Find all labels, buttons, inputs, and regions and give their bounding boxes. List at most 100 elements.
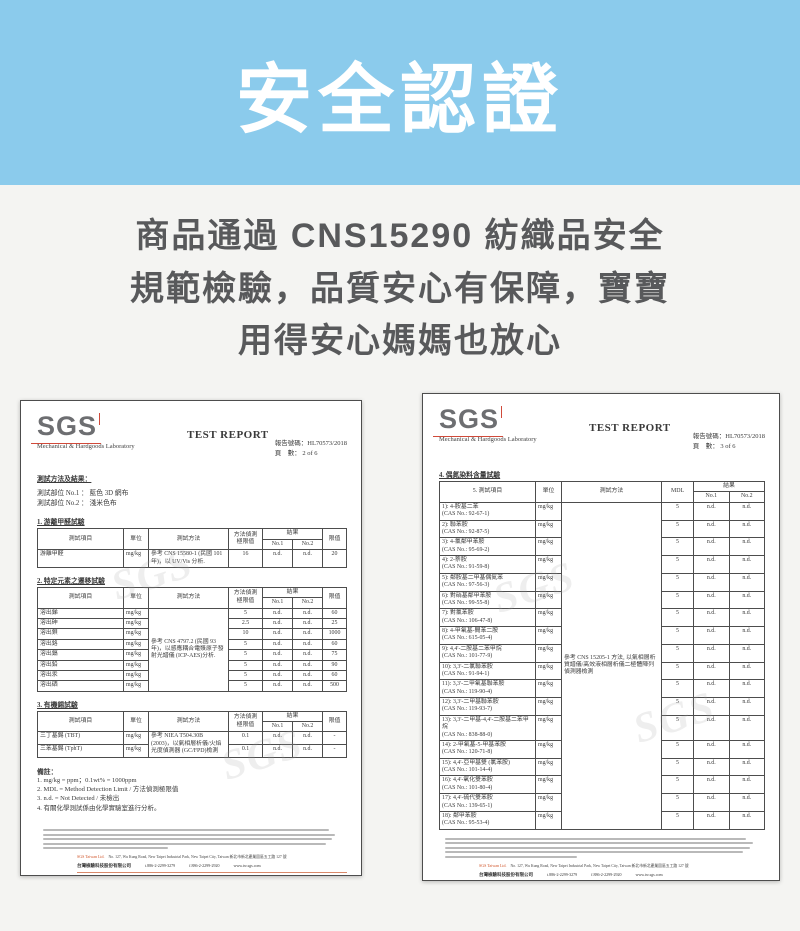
cell-mdl: 5 xyxy=(661,537,694,556)
cell-result-no2: n.d. xyxy=(728,793,765,812)
cell-mdl: 5 xyxy=(228,669,263,682)
lab-name: Mechanical & Hardgoods Laboratory xyxy=(439,436,537,443)
cell-item: 游離甲醛 xyxy=(37,549,124,568)
cas-number: (CAS No.: 95-53-4) xyxy=(442,820,490,827)
cell-mdl: 5 xyxy=(228,680,263,692)
cell-unit: mg/kg xyxy=(123,669,149,682)
cell-result-no2: n.d. xyxy=(728,626,765,645)
cell-result-no1: n.d. xyxy=(693,519,730,539)
cell-mdl: 5 xyxy=(661,775,694,795)
fine-print-line xyxy=(43,838,333,841)
cell-result-no2: n.d. xyxy=(728,590,765,610)
substance-name: 9): 4,4'-二胺基二苯甲烷 xyxy=(442,645,502,652)
cell-limit: 60 xyxy=(322,607,347,620)
report-number: 報告號碼：HL70573/2018 xyxy=(692,433,765,440)
test-results-table: 5. 測試項目 單位 測試方法 MDL 結果 No.1 No.2 1): 4-胺基二苯 (CAS… xyxy=(439,480,765,830)
col-header-unit: 單位 xyxy=(123,528,149,551)
substance-name: 三苯基錫 (TphT) xyxy=(40,745,83,752)
sgs-taiwan-label: SGS Taiwan Ltd. xyxy=(479,862,507,868)
cell-item: 溶出鎘 xyxy=(37,649,124,661)
substance-name: 溶出鉛 xyxy=(40,661,58,668)
footer-address: No. 127, Wu Kung Road, New Taipei Indust… xyxy=(510,863,689,868)
footer-company-zh: 台灣檢驗科技股份有限公司 xyxy=(479,871,533,877)
col-header-mdl: 方法偵測 極限值 xyxy=(228,586,263,609)
cell-result-no2: n.d. xyxy=(728,643,765,663)
footer-website: www.tw.sgs.com xyxy=(635,871,663,877)
col-header-unit: 單位 xyxy=(535,481,562,503)
col-header-limit: 限值 xyxy=(322,586,347,609)
cell-result-no2: n.d. xyxy=(728,714,765,741)
cell-result-no1: n.d. xyxy=(262,649,293,661)
azo-dyes-table: 5. 測試項目 單位 測試方法 MDL 結果 No.1 No.2 1): 4-胺基二苯 (CAS… xyxy=(439,480,765,830)
report-number-block: 報告號碼：HL70573/2018 頁 數： 2 of 6 xyxy=(275,439,347,459)
col-header-no2: No.2 xyxy=(292,597,323,609)
fine-print-line xyxy=(445,842,753,845)
substance-name: 2): 聯苯胺 xyxy=(442,521,468,528)
cell-unit: mg/kg xyxy=(123,638,149,651)
cell-item: 1): 4-胺基二苯 (CAS No.: 92-67-1) xyxy=(439,501,536,521)
substance-name: 16): 4,4'-氧化雙苯胺 xyxy=(442,777,493,784)
cell-unit: mg/kg xyxy=(535,608,562,627)
col-header-no1: No.1 xyxy=(262,538,293,551)
logo-crop-mark xyxy=(501,406,502,418)
col-header-mdl: 方法偵測 極限值 xyxy=(228,710,263,733)
cell-item: 15): 4,4'-亞甲基雙 (氯苯胺) (CAS No.: 101-14-4) xyxy=(439,757,536,777)
cell-method: 參考 CNS 4797.2 (民國 93 年)，以感應耦合電漿原子發射光譜儀 (… xyxy=(148,607,229,692)
footer-fax: f.886-2-2299-2920 xyxy=(591,871,622,877)
cas-number: (CAS No.: 106-47-8) xyxy=(442,617,493,624)
substance-name: 溶出銻 xyxy=(40,609,58,616)
cell-item: 10): 3,3'-二氯聯苯胺 (CAS No.: 91-94-1) xyxy=(439,661,536,681)
cell-mdl: 5 xyxy=(661,626,694,645)
cell-method: 參考 CNS 15580-1 (民國 101 年)，以 UV/Vis 分析. xyxy=(148,549,229,568)
intro-line: 規範檢驗，品質安心有保障，寶寶 xyxy=(130,269,670,308)
substance-name: 溶出鎘 xyxy=(40,651,58,658)
notes-list: 1. mg/kg = ppm；0.1wt% = 1000ppm 2. MDL = … xyxy=(37,776,347,814)
cell-result-no1: n.d. xyxy=(262,549,293,568)
table-row: 7): 對氯苯胺 (CAS No.: 106-47-8) mg/kg 5 n.d. n.d… xyxy=(439,608,765,627)
cell-limit: - xyxy=(322,731,347,745)
cell-result-no2: n.d. xyxy=(728,697,765,716)
cell-result-no1: n.d. xyxy=(693,757,730,777)
substance-name: 6): 對硝基鄰甲苯胺 xyxy=(442,592,492,599)
cell-result-no1: n.d. xyxy=(262,638,293,651)
specimen-list: 測試部位 No.1 ： 藍色 3D 網布 測試部位 No.2 ： 淺米色布 xyxy=(37,489,347,509)
cell-method: 參考 NIEA T504.30B (2003)，以氣相層析儀/火焰光度偵測器 (… xyxy=(148,731,229,758)
col-header-method: 測試方法 xyxy=(148,710,229,733)
notes-title: 備註： xyxy=(37,768,58,776)
footer-phone: t.886-2-2299-3279 xyxy=(547,871,578,877)
substance-name: 11): 3,3'-二甲氧基聯苯胺 xyxy=(442,681,505,688)
cell-result-no2: n.d. xyxy=(728,501,765,521)
cell-unit: mg/kg xyxy=(535,661,562,681)
col-header-no1: No.1 xyxy=(262,597,293,609)
cell-mdl: 5 xyxy=(228,659,263,671)
logo-crop-mark xyxy=(99,413,100,425)
cell-result-no1: n.d. xyxy=(262,659,293,671)
footer-phone: t.886-2-2299-3279 xyxy=(145,863,176,869)
col-header-unit: 單位 xyxy=(123,586,149,609)
report-number: 報告號碼：HL70573/2018 xyxy=(274,440,347,447)
cas-number: (CAS No.: 101-14-4) xyxy=(442,767,493,773)
substance-name: 1): 4-胺基二苯 xyxy=(442,503,479,510)
cell-unit: mg/kg xyxy=(123,628,149,640)
col-header-mdl: 方法偵測 極限值 xyxy=(228,528,263,551)
cell-result-no2: n.d. xyxy=(728,555,765,574)
col-header-result: 結果 xyxy=(693,480,765,493)
page-count: 頁 數： 3 of 6 xyxy=(692,442,736,450)
legal-fine-print xyxy=(37,829,347,850)
cell-unit: mg/kg xyxy=(535,643,562,663)
col-header-result: 結果 xyxy=(262,586,323,599)
cell-result-no2: n.d. xyxy=(292,607,323,620)
cell-method: 參考 CNS 15205-1 方法, 以氣相層析質譜儀/高效液相層析儀二極體陣列… xyxy=(561,501,662,830)
note-item: 1. mg/kg = ppm；0.1wt% = 1000ppm xyxy=(37,776,137,784)
specimen-item: 測試部位 No.1 ： 藍色 3D 網布 xyxy=(37,490,129,497)
cell-mdl: 0.1 xyxy=(228,743,263,758)
cell-result-no2: n.d. xyxy=(292,617,323,630)
col-header-method: 測試方法 xyxy=(561,481,662,503)
cell-item: 溶出砷 xyxy=(37,617,124,630)
cell-mdl: 5 xyxy=(228,638,263,651)
substance-name: 溶出鉻 xyxy=(40,640,58,647)
cell-unit: mg/kg xyxy=(123,649,149,661)
fine-print-line xyxy=(445,851,744,854)
fine-print-line xyxy=(43,833,336,836)
logo-crop-mark xyxy=(433,436,503,437)
